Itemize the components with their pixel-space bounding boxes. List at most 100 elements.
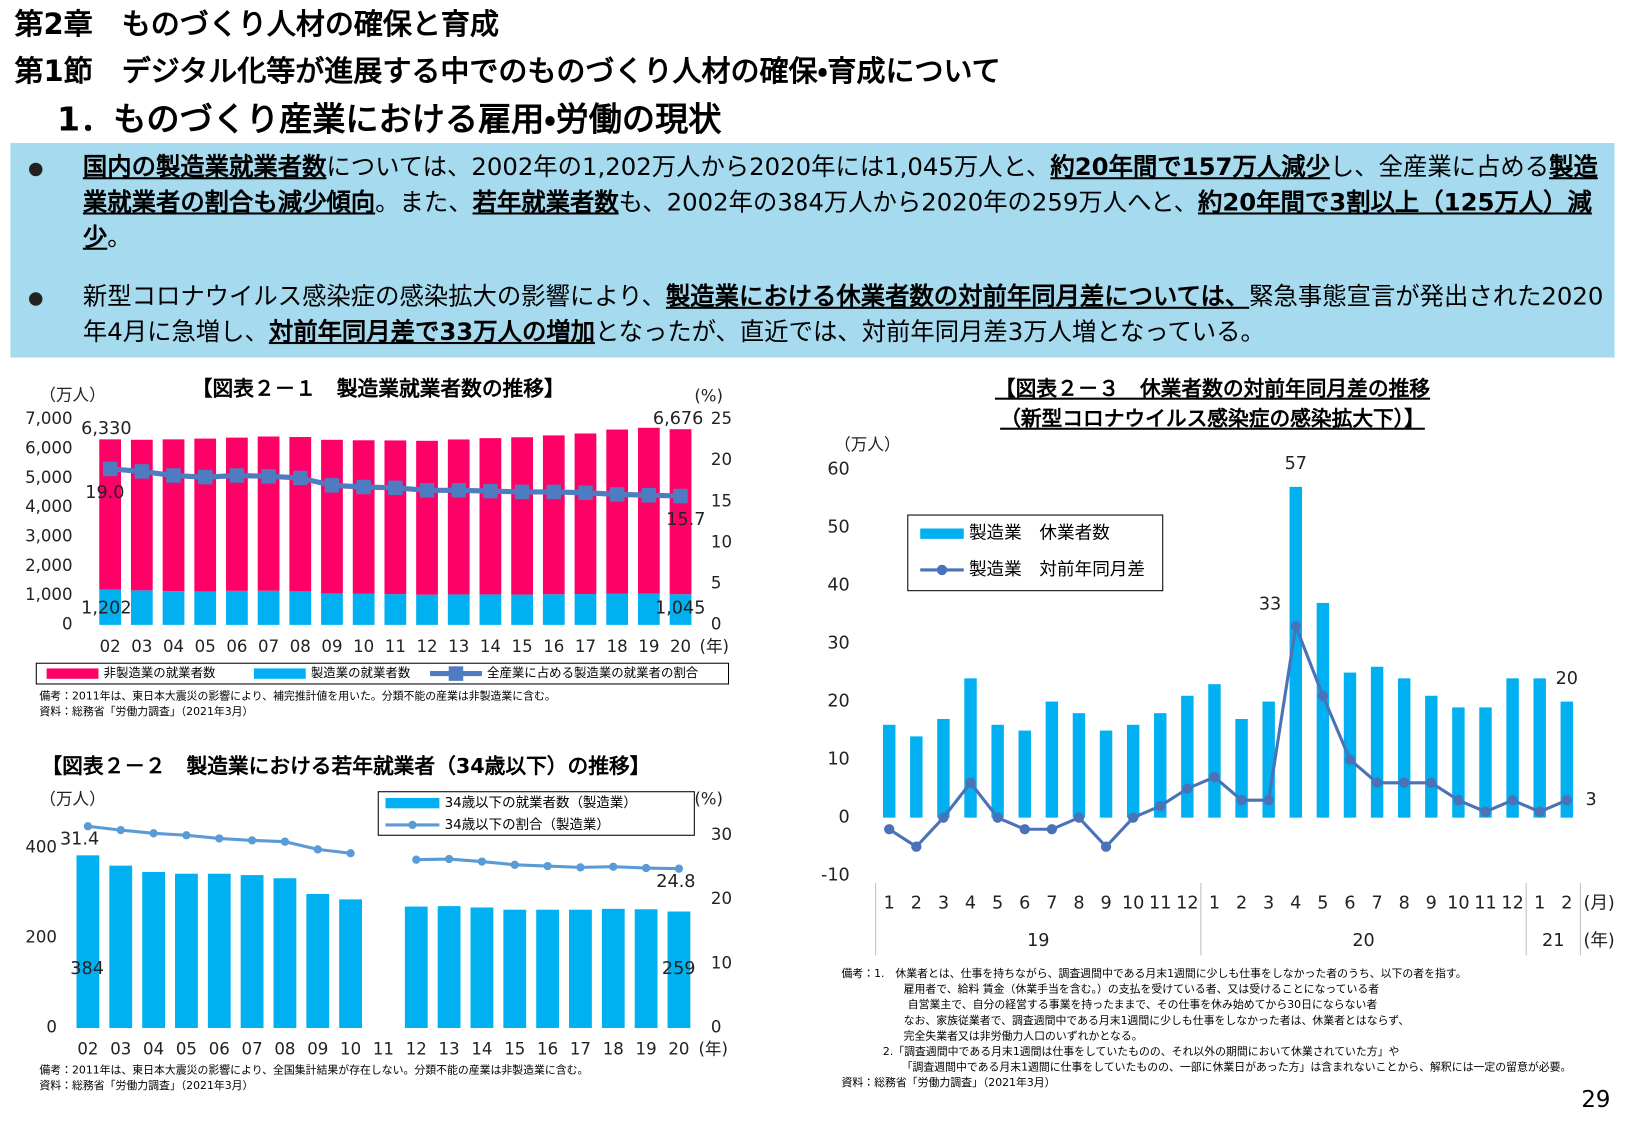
x-tick-label: 03 bbox=[131, 637, 152, 656]
line-marker bbox=[609, 862, 618, 871]
bar bbox=[910, 736, 923, 818]
bar bbox=[194, 438, 217, 592]
x-tick-label: 03 bbox=[110, 1039, 131, 1058]
legend-marker bbox=[408, 820, 417, 830]
line-marker bbox=[1209, 771, 1220, 783]
bar bbox=[634, 909, 658, 1029]
bar bbox=[240, 875, 264, 1029]
bar bbox=[339, 899, 362, 1029]
y2-tick-label: 25 bbox=[711, 409, 732, 428]
line-marker bbox=[182, 831, 191, 840]
bar bbox=[1343, 672, 1357, 818]
emphasis-text: 国内の製造業就業者数 bbox=[82, 152, 327, 182]
line-marker bbox=[546, 484, 562, 500]
x-tick-label: 15 bbox=[504, 1039, 525, 1058]
y-tick-label: 5,000 bbox=[25, 468, 72, 487]
bar bbox=[937, 718, 950, 818]
x-tick-label: 19 bbox=[636, 1039, 657, 1058]
bar bbox=[667, 911, 691, 1029]
line-marker bbox=[356, 479, 371, 495]
y-tick-label: 3,000 bbox=[25, 526, 72, 545]
emphasis-text: 約20年間で3割以上（125万人）減少 bbox=[82, 187, 1592, 252]
bar bbox=[1425, 695, 1438, 818]
text: 新型コロナウイルス感染症の感染拡大の影響により、 bbox=[82, 281, 666, 311]
bar bbox=[542, 435, 565, 595]
y-tick-label: 20 bbox=[827, 692, 849, 712]
note: 完全失業者又は非労働力人口のいずれかとなる。 bbox=[904, 1028, 1143, 1042]
bar bbox=[669, 429, 692, 595]
x-tick-label: 07 bbox=[242, 1039, 263, 1058]
y2-axis-unit: (%) bbox=[694, 790, 723, 809]
text: 。また、 bbox=[375, 187, 473, 217]
bar bbox=[130, 590, 153, 625]
line-marker bbox=[1317, 690, 1329, 701]
legend-swatch bbox=[385, 797, 440, 809]
bar bbox=[669, 594, 692, 625]
bar bbox=[384, 594, 407, 625]
x-tick-label: 16 bbox=[543, 637, 564, 656]
line-marker bbox=[483, 483, 498, 499]
bar bbox=[1235, 718, 1248, 818]
line-marker bbox=[1155, 800, 1166, 812]
value-label: 19.0 bbox=[85, 483, 124, 503]
line-marker bbox=[324, 478, 340, 493]
line-marker bbox=[247, 836, 257, 845]
bar bbox=[273, 878, 297, 1029]
bar bbox=[1099, 730, 1113, 818]
bar bbox=[306, 893, 330, 1029]
x-tick-label: 2 bbox=[1236, 894, 1247, 914]
legend-swatch bbox=[920, 528, 964, 539]
value-label: 57 bbox=[1285, 454, 1307, 474]
x-tick-label: 17 bbox=[570, 1039, 591, 1058]
legend-label: 製造業の就業者数 bbox=[311, 665, 411, 680]
bar bbox=[194, 591, 217, 625]
legend-marker bbox=[448, 666, 464, 681]
bar bbox=[637, 427, 660, 594]
bar bbox=[511, 594, 533, 625]
x-tick-label: 13 bbox=[439, 1039, 460, 1058]
x-tick-label: 17 bbox=[575, 637, 596, 656]
x-tick-label: 15 bbox=[512, 637, 533, 656]
x-tick-label: 16 bbox=[537, 1039, 558, 1058]
bar bbox=[883, 724, 896, 818]
y-axis-unit: （万人） bbox=[39, 790, 105, 809]
line-marker bbox=[1534, 806, 1545, 818]
line-marker bbox=[609, 487, 625, 502]
note: 備考：1. 休業者とは、仕事を持ちながら、調査週間中である月末1週間に少しも仕事… bbox=[841, 966, 1466, 980]
bar bbox=[162, 439, 185, 592]
x-tick-label: 10 bbox=[353, 637, 374, 656]
bar bbox=[404, 906, 428, 1029]
x-tick-label: 2 bbox=[911, 894, 922, 914]
value-label: 15.7 bbox=[666, 510, 705, 530]
line-marker bbox=[510, 860, 519, 869]
line-marker bbox=[1426, 777, 1437, 789]
legend-swatch bbox=[46, 668, 99, 679]
x-tick-label: 4 bbox=[1290, 894, 1301, 914]
x-tick-label: 09 bbox=[307, 1039, 328, 1058]
line-marker bbox=[451, 483, 466, 498]
x-tick-label: 06 bbox=[209, 1039, 230, 1058]
line-marker bbox=[1344, 754, 1356, 765]
chart-title: 【図表２－１ 製造業就業者数の推移】 bbox=[192, 377, 565, 401]
x-tick-label: 20 bbox=[670, 637, 691, 656]
bar bbox=[1506, 678, 1519, 818]
line-marker bbox=[1561, 795, 1572, 806]
line-marker bbox=[1480, 806, 1491, 818]
y2-tick-label: 10 bbox=[711, 532, 732, 551]
x-tick-label: 20 bbox=[668, 1039, 689, 1058]
line-marker bbox=[543, 861, 552, 871]
x-tick-label: 11 bbox=[1474, 894, 1496, 914]
bar bbox=[1452, 707, 1465, 818]
bullet-dot bbox=[29, 162, 43, 177]
bar bbox=[637, 593, 660, 625]
x-tick-label: 08 bbox=[274, 1039, 295, 1058]
year-label: 21 bbox=[1542, 931, 1564, 951]
y2-tick-label: 0 bbox=[711, 614, 722, 633]
subsection-title: 1．ものづくり産業における雇用・労働の現状 bbox=[56, 99, 722, 139]
emphasis-text: 製造業就業者の割合も減少傾向 bbox=[82, 152, 1598, 217]
bar bbox=[289, 591, 312, 625]
x-tick-label: 02 bbox=[77, 1039, 98, 1058]
emphasis-text: 若年就業者数 bbox=[472, 187, 619, 217]
total-label: 6,676 bbox=[653, 409, 703, 429]
